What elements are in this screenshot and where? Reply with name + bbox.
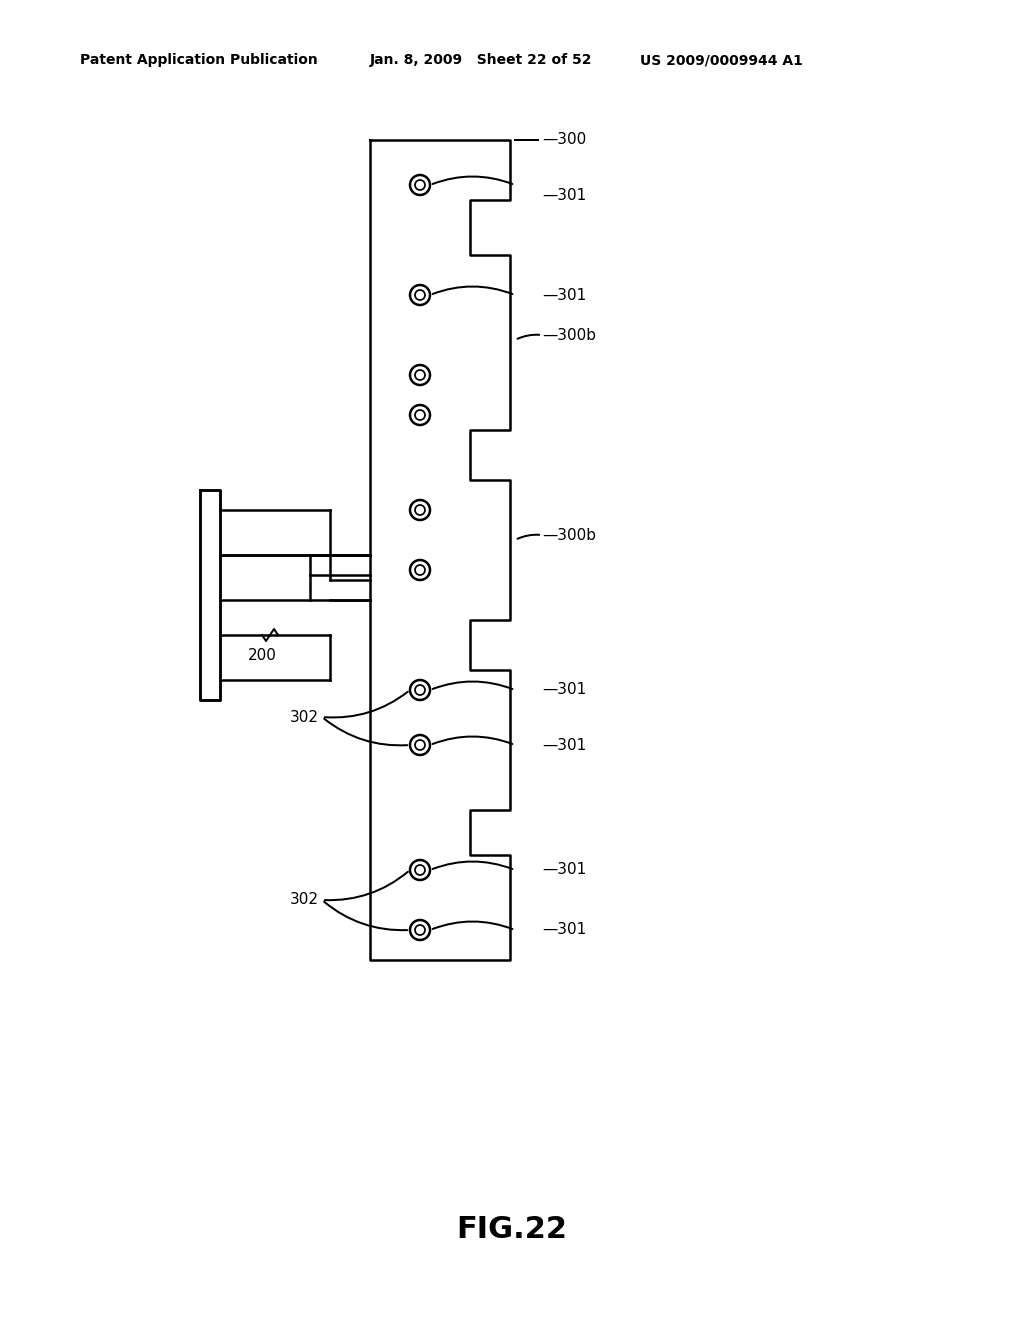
Text: —300b: —300b [542, 528, 596, 543]
Text: 302: 302 [290, 710, 319, 725]
Text: —301: —301 [542, 738, 587, 752]
Text: —301: —301 [542, 862, 587, 878]
Text: Jan. 8, 2009   Sheet 22 of 52: Jan. 8, 2009 Sheet 22 of 52 [370, 53, 593, 67]
Text: FIG.22: FIG.22 [457, 1216, 567, 1245]
Text: —301: —301 [542, 682, 587, 697]
Text: US 2009/0009944 A1: US 2009/0009944 A1 [640, 53, 803, 67]
Text: —301: —301 [542, 187, 587, 202]
Text: —300: —300 [542, 132, 587, 148]
Text: 302: 302 [290, 892, 319, 908]
Text: —301: —301 [542, 923, 587, 937]
Text: 200: 200 [248, 648, 276, 663]
Text: —300b: —300b [542, 327, 596, 342]
Text: Patent Application Publication: Patent Application Publication [80, 53, 317, 67]
Text: —301: —301 [542, 288, 587, 302]
